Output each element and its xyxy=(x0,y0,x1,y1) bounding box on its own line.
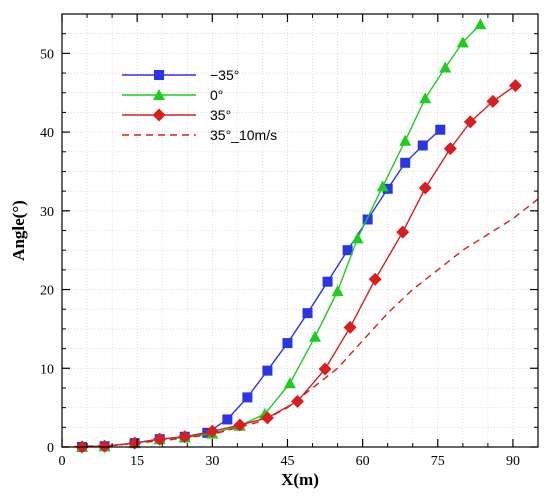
data-point xyxy=(443,142,457,156)
series-0 xyxy=(77,124,446,452)
data-point xyxy=(178,430,192,444)
y-tick-label: 0 xyxy=(47,441,54,456)
data-point xyxy=(242,392,253,403)
series-line xyxy=(81,85,516,448)
y-tick-label: 40 xyxy=(40,126,54,141)
data-point xyxy=(322,276,333,287)
y-axis-title: Angle(°) xyxy=(9,200,28,261)
x-tick-label: 90 xyxy=(506,454,520,469)
y-tick-label: 30 xyxy=(40,205,54,220)
x-tick-label: 45 xyxy=(280,454,294,469)
legend-item: 35° xyxy=(122,107,231,123)
legend-marker xyxy=(153,89,165,100)
x-axis-title: X(m) xyxy=(281,470,319,489)
data-point xyxy=(508,79,522,93)
data-point xyxy=(282,338,293,349)
y-tick-label: 10 xyxy=(40,362,54,377)
data-point xyxy=(382,183,393,194)
data-point xyxy=(368,272,382,286)
data-point xyxy=(417,140,428,151)
data-point xyxy=(318,362,332,376)
data-point xyxy=(396,225,410,239)
legend: −35° 0° 35° 35°_10m/s xyxy=(122,67,277,143)
legend-marker xyxy=(154,70,164,80)
data-point xyxy=(376,180,389,192)
data-point xyxy=(418,181,432,195)
x-tick-label: 60 xyxy=(356,454,370,469)
series-line xyxy=(81,23,481,448)
series-layer xyxy=(61,18,539,454)
ticks xyxy=(61,13,539,448)
data-point xyxy=(233,418,247,432)
data-point xyxy=(153,432,167,446)
data-point xyxy=(474,18,487,30)
data-point xyxy=(309,330,322,342)
data-point xyxy=(456,36,469,48)
legend-label: 0° xyxy=(210,87,223,103)
legend-item: 35°_10m/s xyxy=(122,127,277,143)
series-line xyxy=(61,198,539,448)
legend-item: 0° xyxy=(122,87,223,103)
tick-labels: 0 15 30 45 60 75 90 0 10 20 30 40 50 xyxy=(40,47,520,469)
data-point xyxy=(342,245,353,256)
legend-item: −35° xyxy=(122,67,239,83)
series-2 xyxy=(75,79,522,454)
legend-label: 35°_10m/s xyxy=(210,127,277,143)
data-point xyxy=(463,115,477,129)
series-3 xyxy=(61,198,539,448)
x-tick-label: 75 xyxy=(431,454,445,469)
data-point xyxy=(290,394,304,408)
data-point xyxy=(283,377,296,389)
data-point xyxy=(262,365,273,376)
y-tick-label: 20 xyxy=(40,284,54,299)
data-point xyxy=(439,61,452,73)
series-1 xyxy=(76,18,487,452)
y-tick-label: 50 xyxy=(40,47,54,62)
data-point xyxy=(343,320,357,334)
x-tick-label: 0 xyxy=(59,454,66,469)
data-point xyxy=(435,124,446,135)
data-point xyxy=(419,92,432,104)
x-tick-label: 30 xyxy=(205,454,219,469)
x-tick-label: 15 xyxy=(130,454,144,469)
data-point xyxy=(399,134,412,146)
data-point xyxy=(351,232,364,244)
data-point xyxy=(331,285,344,297)
data-point xyxy=(486,94,500,108)
data-point xyxy=(302,308,313,319)
legend-marker xyxy=(152,108,166,122)
legend-label: 35° xyxy=(210,107,231,123)
data-point xyxy=(400,157,411,168)
legend-label: −35° xyxy=(210,67,239,83)
data-point xyxy=(362,214,373,225)
grid xyxy=(61,13,539,448)
data-point xyxy=(222,414,233,425)
